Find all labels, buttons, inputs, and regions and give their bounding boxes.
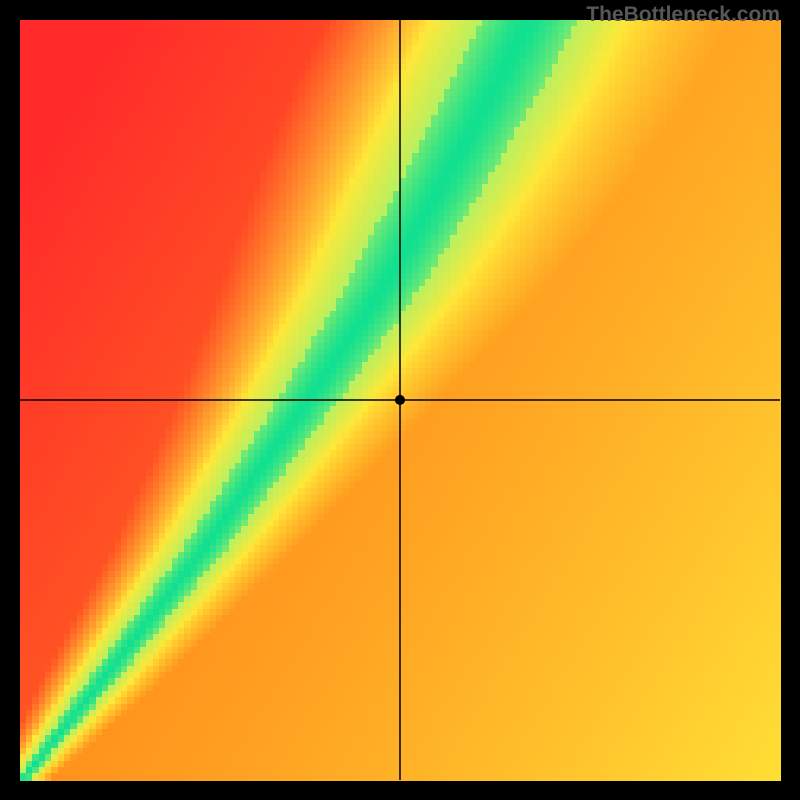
bottleneck-heatmap-canvas <box>0 0 800 800</box>
watermark-text: TheBottleneck.com <box>586 3 780 27</box>
chart-container: TheBottleneck.com <box>0 0 800 800</box>
